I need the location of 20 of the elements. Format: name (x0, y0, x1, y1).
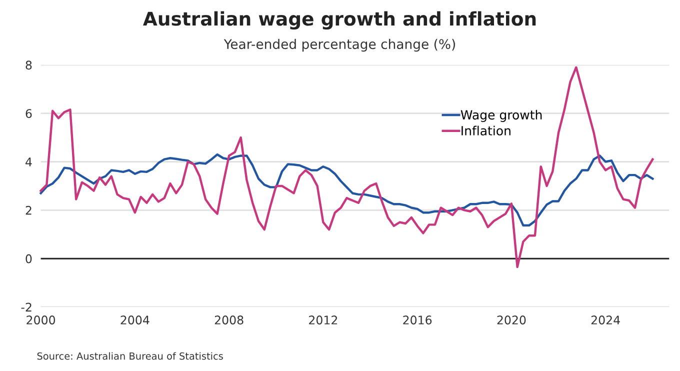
line-series (40, 66, 654, 268)
line-series (40, 153, 654, 227)
legend-label: Inflation (462, 126, 510, 136)
legend-label: Wage growth (460, 110, 542, 122)
x-tick-label: 2016 (403, 316, 432, 324)
x-tick-label: 2008 (214, 316, 244, 324)
x-tick-label: 2004 (120, 316, 150, 324)
x-tick-label: 2000 (26, 316, 56, 324)
y-tick-label: 4 (26, 158, 32, 166)
x-tick-label: 2024 (591, 316, 620, 324)
y-tick-label: -2 (21, 302, 32, 312)
x-tick-label: 2020 (497, 316, 526, 324)
chart-title: Australian wage growth and inflation (142, 11, 536, 30)
chart-subtitle: Year-ended percentage change (%) (224, 38, 456, 52)
x-tick-label: 2012 (309, 316, 338, 324)
y-tick-label: 2 (26, 206, 32, 215)
y-tick-label: 8 (26, 60, 32, 70)
y-tick-label: 0 (26, 254, 32, 264)
source-note: Source: Australian Bureau of Statistics (37, 352, 223, 360)
y-tick-label: 6 (26, 109, 32, 118)
